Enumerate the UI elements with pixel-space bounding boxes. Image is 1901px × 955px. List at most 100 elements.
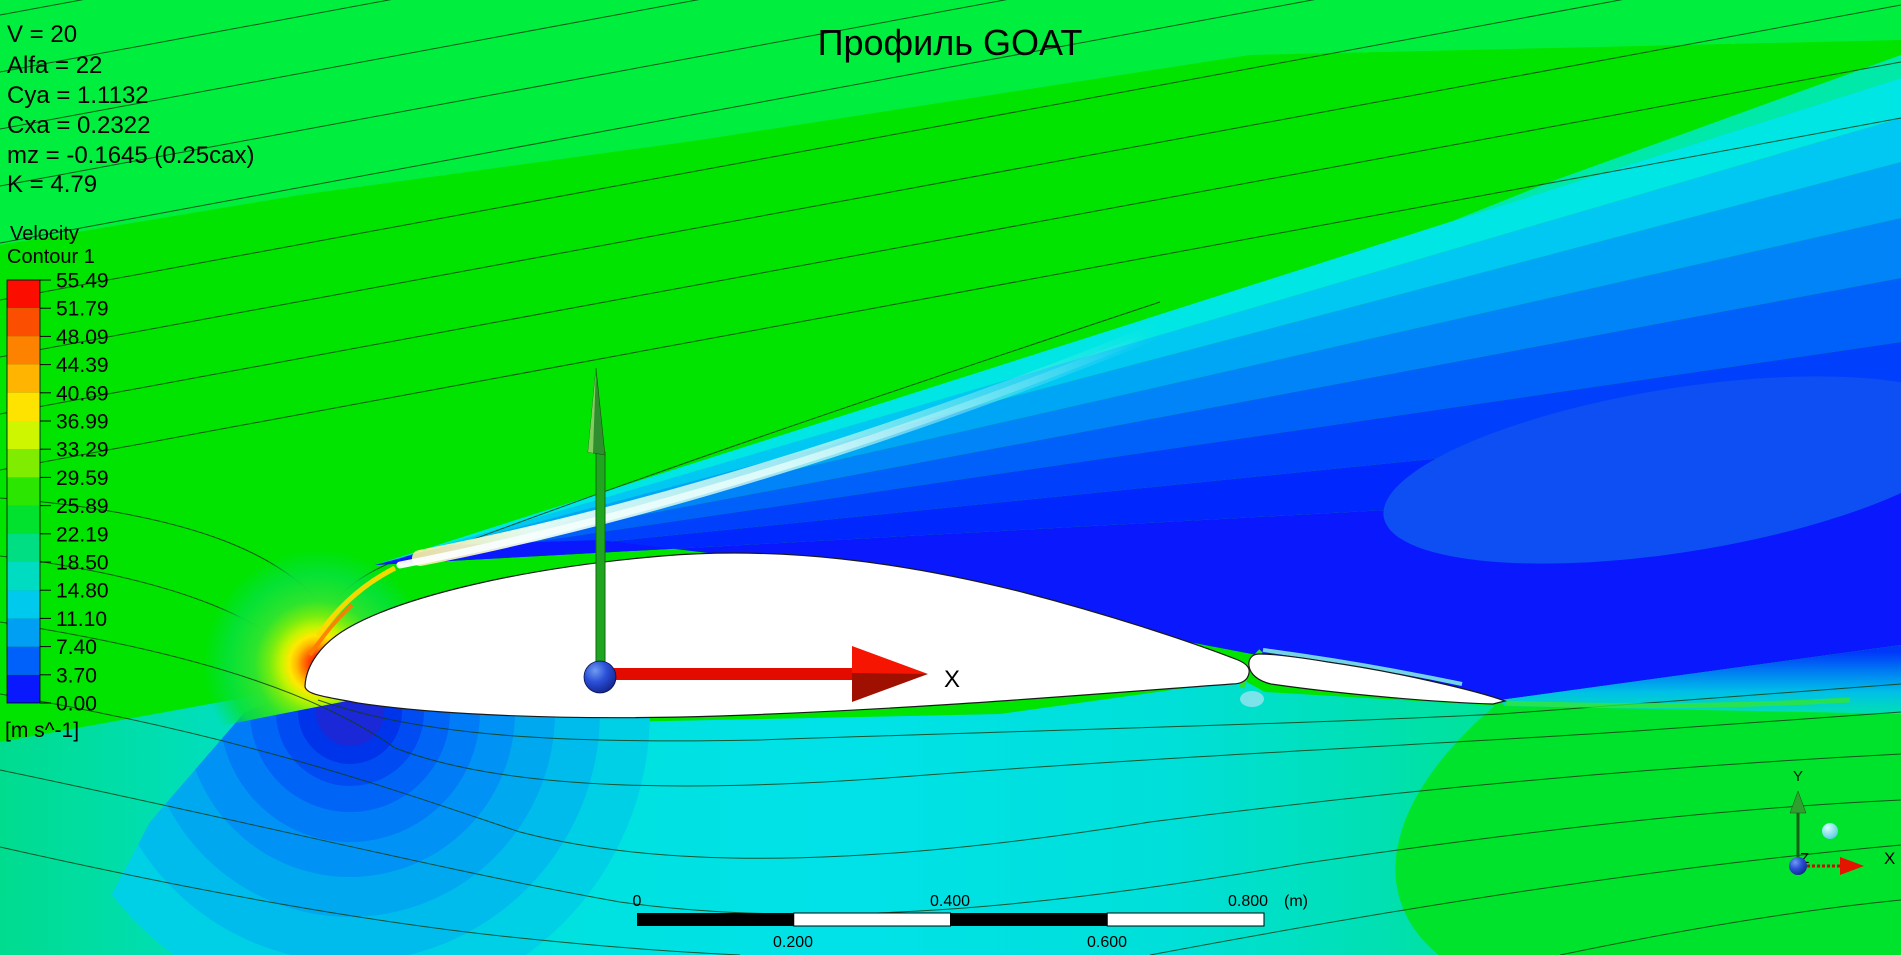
legend-level: 29.59: [56, 467, 109, 490]
streamline: [0, 0, 700, 130]
colorbar-band: [7, 505, 40, 534]
colorbar: [6, 279, 41, 704]
colorbar-band: [7, 646, 40, 675]
y-axis-shaft: [595, 451, 606, 680]
colorbar-band: [7, 674, 40, 703]
streamline: [0, 61, 1901, 415]
info-k: K = 4.79: [7, 171, 97, 198]
info-velocity: V = 20: [7, 21, 77, 48]
colorbar-band: [7, 533, 40, 562]
legend-level: 14.80: [56, 580, 109, 603]
streamlines-upper: [0, 0, 1901, 669]
legend-level: 18.50: [56, 552, 109, 575]
colorbar-band: [7, 562, 40, 591]
slot-jet-cyan: [1262, 648, 1463, 686]
legend-level: 11.10: [56, 608, 107, 631]
contour-band-light-green: [0, 0, 1901, 245]
ruler-label-0600: 0.600: [1087, 934, 1127, 951]
flap-wake-green-streak: [1505, 697, 1851, 709]
colorbar-band: [7, 421, 40, 450]
triad-x-arrowhead: [1840, 857, 1864, 875]
ruler-segment: [793, 912, 951, 927]
origin-sphere: [583, 660, 617, 694]
triad-origin-sphere: [1789, 857, 1807, 875]
airfoil-main-element: [304, 552, 1250, 719]
triad-z-label: Z: [1800, 850, 1809, 867]
triad-y-label: Y: [1793, 768, 1803, 785]
legend-level: 33.29: [56, 439, 109, 462]
colorbar-band: [7, 590, 40, 619]
info-alfa: Alfa = 22: [7, 52, 102, 79]
shear-layer-streak: [396, 331, 1154, 569]
streamline: [0, 846, 741, 955]
legend-subtitle: Contour 1: [7, 246, 95, 268]
ruler-segment: [637, 913, 794, 926]
triad-x-label: X: [1884, 849, 1895, 868]
x-axis-arrowhead-shadow: [852, 673, 928, 702]
legend-units: [m s^-1]: [5, 719, 79, 742]
streamline: [0, 0, 392, 73]
leading-edge-yellow-streak: [315, 565, 397, 638]
orientation-triad: Y X Z: [1789, 768, 1895, 875]
colorbar-border: [6, 279, 41, 704]
airfoil-flap: [1248, 653, 1508, 705]
colorbar-band: [7, 308, 40, 337]
streamline: [0, 117, 1901, 471]
streamline: [0, 0, 1623, 301]
legend-level: 22.19: [56, 523, 109, 546]
x-axis-label: X: [944, 666, 960, 693]
slot-lower-blob: [1240, 691, 1264, 707]
ruler-unit: (m): [1284, 893, 1308, 910]
colorbar-band: [7, 392, 40, 421]
leading-edge-orange-streak: [308, 603, 354, 657]
colorbar-band: [7, 336, 40, 365]
legend-level: 44.39: [56, 354, 109, 377]
streamline: [0, 693, 1901, 859]
legend-level: 40.69: [56, 382, 109, 405]
info-cxa: Cxa = 0.2322: [7, 112, 150, 139]
streamline: [1149, 844, 1901, 955]
colorbar-labels: 55.49 51.79 48.09 44.39 40.69 36.99 33.2…: [56, 270, 109, 716]
wake-lower-transition: [1500, 645, 1901, 714]
x-axis-shaft: [614, 668, 852, 680]
scale-ruler: 0 0.400 0.800 (m) 0.200 0.600: [633, 893, 1308, 951]
colorbar-band: [7, 364, 40, 393]
legend-level: 7.40: [56, 636, 97, 659]
legend-level: 25.89: [56, 495, 109, 518]
legend-level: 3.70: [56, 664, 97, 687]
streamline: [0, 621, 1901, 787]
plot-title: Профиль GOAT: [818, 22, 1083, 63]
ruler-label-0800: 0.800: [1228, 893, 1268, 910]
ruler-segment: [950, 913, 1108, 926]
streamline: [1559, 899, 1901, 955]
colorbar-band: [7, 449, 40, 478]
ruler-label-0: 0: [633, 893, 642, 910]
colorbar-ticks: [40, 279, 51, 704]
ruler-segment: [1106, 912, 1265, 927]
legend-title: Velocity: [10, 223, 79, 245]
legend-level: 51.79: [56, 298, 109, 321]
streamlines-lower: [0, 621, 1901, 955]
ruler-label-0400: 0.400: [930, 893, 970, 910]
info-cya: Cya = 1.1132: [7, 82, 149, 109]
ruler-label-0200: 0.200: [773, 934, 813, 951]
x-axis-arrowhead: [852, 646, 928, 675]
colorbar-band: [7, 280, 40, 309]
legend-level: 48.09: [56, 326, 109, 349]
colorbar-band: [7, 477, 40, 506]
aero-coefficients-block: V = 20 Alfa = 22 Cya = 1.1132 Cxa = 0.23…: [7, 21, 254, 198]
streamline: [0, 0, 1316, 244]
streamline: [0, 769, 1901, 915]
origin-axes: X: [583, 367, 960, 702]
legend-level: 55.49: [56, 270, 109, 293]
triad-z-sphere: [1822, 823, 1838, 839]
colorbar-band: [7, 618, 40, 647]
legend-level: 36.99: [56, 411, 109, 434]
velocity-legend: Velocity Contour 1: [5, 223, 109, 742]
legend-level: 0.00: [56, 693, 97, 716]
streamline: [0, 4, 1901, 358]
wake-recirculation-blob: [1383, 376, 1901, 564]
